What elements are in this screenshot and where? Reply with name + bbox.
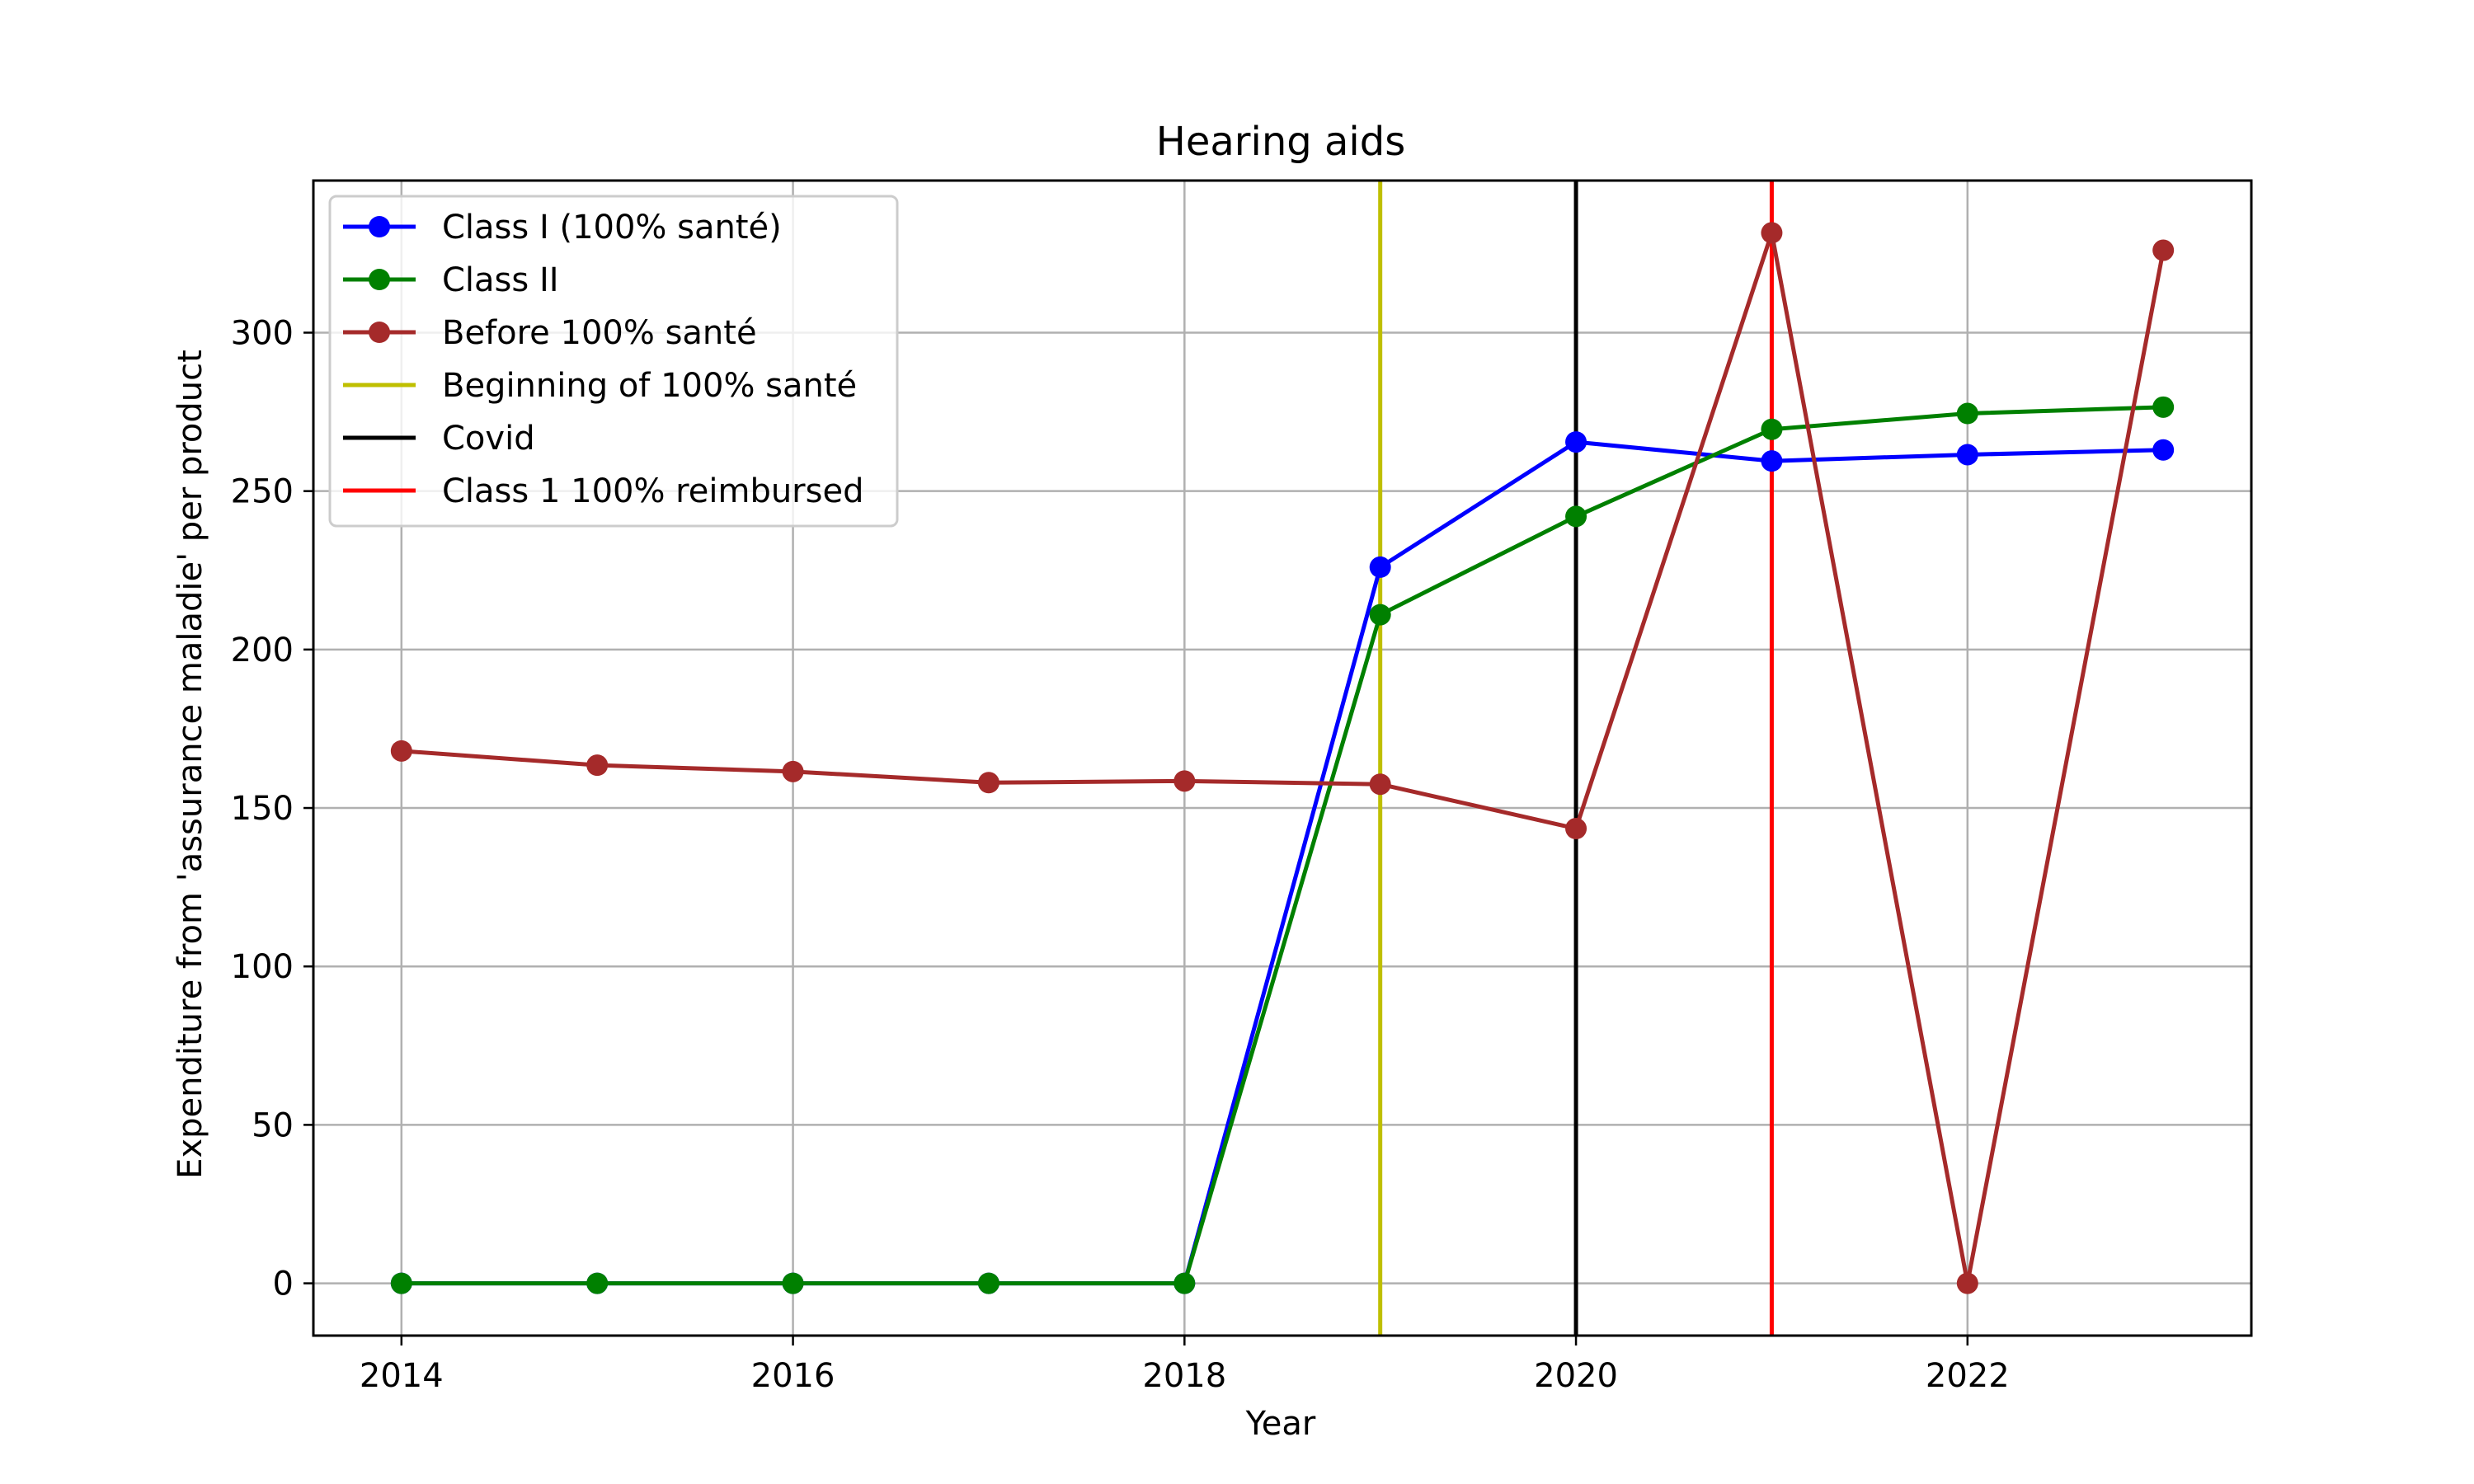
x-tick-label: 2022 [1926, 1357, 2010, 1395]
legend-label: Class I (100% santé) [442, 209, 782, 247]
legend-item: Before 100% santé [343, 314, 757, 352]
x-axis-label: Year [1245, 1405, 1316, 1443]
y-tick-label: 300 [231, 314, 294, 352]
data-point [782, 760, 804, 782]
series-line [401, 230, 2166, 1286]
legend-marker [369, 216, 390, 237]
series-group [390, 222, 2175, 1294]
data-point [977, 1272, 999, 1294]
data-point [2152, 439, 2175, 461]
data-point [2152, 396, 2175, 418]
legend-label: Covid [442, 420, 535, 458]
legend-label: Class II [442, 261, 559, 299]
x-axis-ticks: 2014 2016 2018 2020 2022 [360, 1336, 2010, 1395]
legend-label: Beginning of 100% santé [442, 367, 857, 405]
reference-lines [1378, 181, 1774, 1336]
data-point [390, 740, 412, 762]
legend-marker [369, 269, 390, 290]
y-tick-label: 100 [231, 948, 294, 986]
data-point [1761, 222, 1783, 244]
legend-item: Covid [343, 420, 535, 458]
data-point [1956, 1272, 1978, 1294]
legend-box [328, 195, 899, 528]
data-point [586, 754, 609, 777]
x-tick-label: 2018 [1142, 1357, 1226, 1395]
y-tick-label: 150 [231, 790, 294, 828]
data-point [782, 1272, 804, 1294]
x-tick-label: 2020 [1534, 1357, 1618, 1395]
legend-marker [369, 322, 390, 343]
data-point [1565, 431, 1587, 453]
data-point [390, 1272, 412, 1294]
legend: Class I (100% santé) Class II Before 100% … [328, 195, 899, 528]
plot-frame [312, 179, 2253, 1337]
y-tick-label: 0 [273, 1266, 294, 1303]
series-line [401, 405, 2164, 1286]
data-point [1761, 418, 1783, 440]
series [390, 396, 2175, 1294]
legend-item: Beginning of 100% santé [343, 367, 857, 405]
data-point [1565, 818, 1587, 840]
y-tick-label: 200 [231, 632, 294, 669]
legend-label: Before 100% santé [442, 314, 757, 352]
y-axis-label: Expenditure from 'assurance maladie' per… [172, 350, 209, 1179]
legend-item: Class 1 100% reimbursed [343, 472, 863, 510]
data-point [1174, 770, 1196, 792]
y-tick-label: 250 [231, 473, 294, 511]
y-axis-ticks: 0 50 100 150 200 250 300 [231, 314, 313, 1303]
y-tick-label: 50 [252, 1106, 294, 1144]
data-point [1761, 450, 1783, 472]
chart-title: Hearing aids [1156, 119, 1405, 165]
legend-label: Class 1 100% reimbursed [442, 472, 863, 510]
data-point [1956, 444, 1978, 466]
data-point [1956, 402, 1978, 425]
series-line [401, 439, 2164, 1286]
data-point [977, 772, 999, 794]
data-point [1565, 505, 1587, 528]
data-point [1369, 556, 1391, 578]
x-tick-label: 2014 [360, 1357, 444, 1395]
legend-item: Class I (100% santé) [343, 209, 782, 247]
data-point [1369, 603, 1391, 626]
data-point [1369, 773, 1391, 796]
series [390, 222, 2175, 1294]
data-point [1174, 1272, 1196, 1294]
data-point [2152, 239, 2175, 261]
data-point [586, 1272, 609, 1294]
series [390, 431, 2175, 1294]
x-tick-label: 2016 [751, 1357, 835, 1395]
legend-item: Class II [343, 261, 559, 299]
